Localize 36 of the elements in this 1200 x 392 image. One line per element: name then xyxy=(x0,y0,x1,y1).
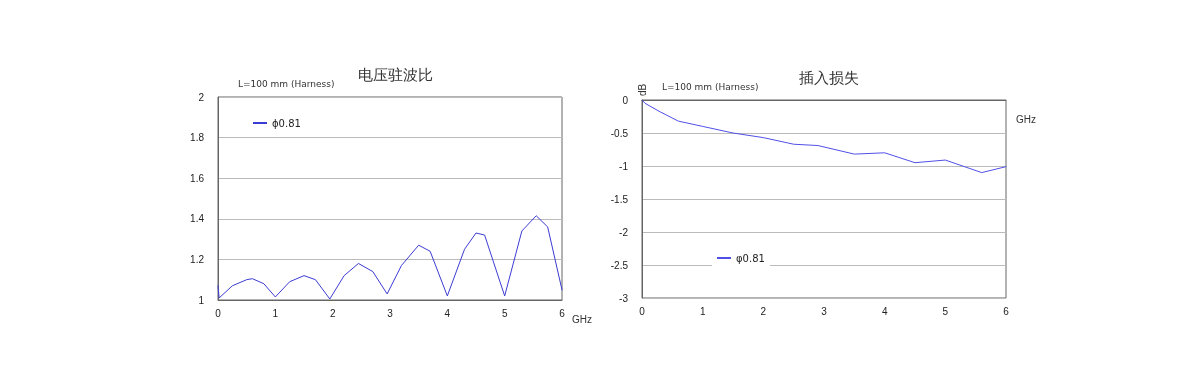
x-tick-label: 1 xyxy=(272,307,279,319)
x-axis-title: GHz xyxy=(572,313,592,325)
x-tick-label: 2 xyxy=(760,305,767,317)
x-tick-label: 6 xyxy=(1003,305,1010,317)
x-tick-label: 1 xyxy=(699,305,706,317)
x-tick-label: 3 xyxy=(387,307,394,319)
y-tick-label: -2 xyxy=(619,226,629,238)
chart-title: 电压驻波比 xyxy=(357,65,433,84)
y-tick-label: -2.5 xyxy=(610,259,629,271)
y-tick-label: -1 xyxy=(619,160,629,172)
chart-title: 插入损失 xyxy=(799,68,859,87)
y-tick-label: -3 xyxy=(619,292,629,304)
y-tick-label: 1.8 xyxy=(190,132,205,144)
y-tick-label: -0.5 xyxy=(610,127,629,139)
legend-label: ϕ0.81 xyxy=(272,117,301,129)
y-tick-label: 1.2 xyxy=(190,253,205,265)
x-tick-label: 2 xyxy=(329,307,336,319)
x-tick-label: 0 xyxy=(215,307,222,319)
y-axis-title: dB xyxy=(636,83,648,96)
legend-label: φ0.81 xyxy=(736,252,765,264)
text: L=100 mm (Harness) xyxy=(238,78,335,89)
x-tick-label: 4 xyxy=(881,305,888,317)
x-tick-label: 5 xyxy=(942,305,949,317)
y-tick-label: 1.6 xyxy=(190,172,205,184)
x-tick-label: 3 xyxy=(821,305,828,317)
x-tick-label: 4 xyxy=(444,307,451,319)
text: L=100 mm (Harness) xyxy=(662,81,759,92)
x-tick-label: 6 xyxy=(559,307,566,319)
x-tick-label: 0 xyxy=(639,305,646,317)
y-tick-label: 1.4 xyxy=(190,213,205,225)
x-axis-title: GHz xyxy=(1016,113,1036,125)
x-tick-label: 5 xyxy=(501,307,508,319)
y-tick-label: -1.5 xyxy=(610,193,629,205)
y-tick-label: 1 xyxy=(198,294,205,306)
y-tick-label: 0 xyxy=(622,94,629,106)
y-tick-label: 2 xyxy=(198,91,205,103)
